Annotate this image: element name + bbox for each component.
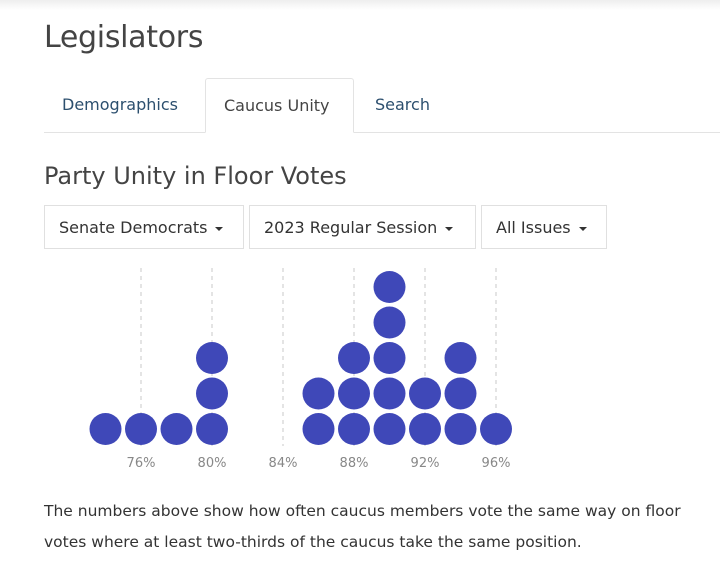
caret-down-icon (215, 226, 224, 231)
top-shadow (0, 0, 720, 10)
x-tick-label: 84% (269, 456, 298, 471)
x-tick-label: 96% (482, 456, 511, 471)
legislator-dot (302, 413, 335, 445)
section-title: Party Unity in Floor Votes (44, 162, 347, 190)
legislator-dot (373, 413, 406, 445)
legislator-dot (302, 377, 335, 410)
caret-down-icon (445, 226, 454, 231)
legislator-dot (160, 413, 193, 445)
legislator-dot (409, 377, 441, 410)
legislator-dot (480, 413, 512, 445)
x-tick-label: 76% (127, 456, 156, 471)
tab-bar: Demographics Caucus Unity Search (44, 78, 720, 133)
legislator-dot (196, 413, 228, 445)
session-dropdown-value: 2023 Regular Session (264, 218, 438, 237)
legislator-dot (338, 342, 370, 374)
legislator-dot (373, 342, 406, 374)
legislator-dot (125, 413, 157, 445)
x-tick-label: 92% (411, 456, 440, 471)
legislator-dot (444, 413, 477, 445)
caucus-dropdown-value: Senate Democrats (59, 218, 208, 237)
caucus-dropdown[interactable]: Senate Democrats (44, 205, 244, 249)
x-tick-label: 80% (198, 456, 227, 471)
page-title: Legislators (44, 20, 204, 55)
x-tick-label: 88% (340, 456, 369, 471)
legislator-dot (196, 377, 228, 410)
legislator-dot (444, 342, 477, 374)
legislator-dot (196, 342, 228, 374)
issues-dropdown[interactable]: All Issues (481, 205, 607, 249)
tab-search[interactable]: Search (375, 95, 430, 114)
chart-description: The numbers above show how often caucus … (44, 502, 681, 551)
issues-dropdown-value: All Issues (496, 218, 571, 237)
legislator-dot (338, 377, 370, 410)
legislator-dot (338, 413, 370, 445)
legislator-dot (89, 413, 122, 445)
caret-down-icon (578, 226, 587, 231)
legislator-dot (444, 377, 477, 410)
legislator-dot (409, 413, 441, 445)
session-dropdown[interactable]: 2023 Regular Session (249, 205, 476, 249)
legislator-dot (373, 377, 406, 410)
tab-demographics[interactable]: Demographics (62, 95, 178, 114)
legislator-dot (373, 271, 406, 303)
tab-caucus-unity[interactable]: Caucus Unity (205, 78, 354, 133)
legislator-dot (373, 306, 406, 339)
